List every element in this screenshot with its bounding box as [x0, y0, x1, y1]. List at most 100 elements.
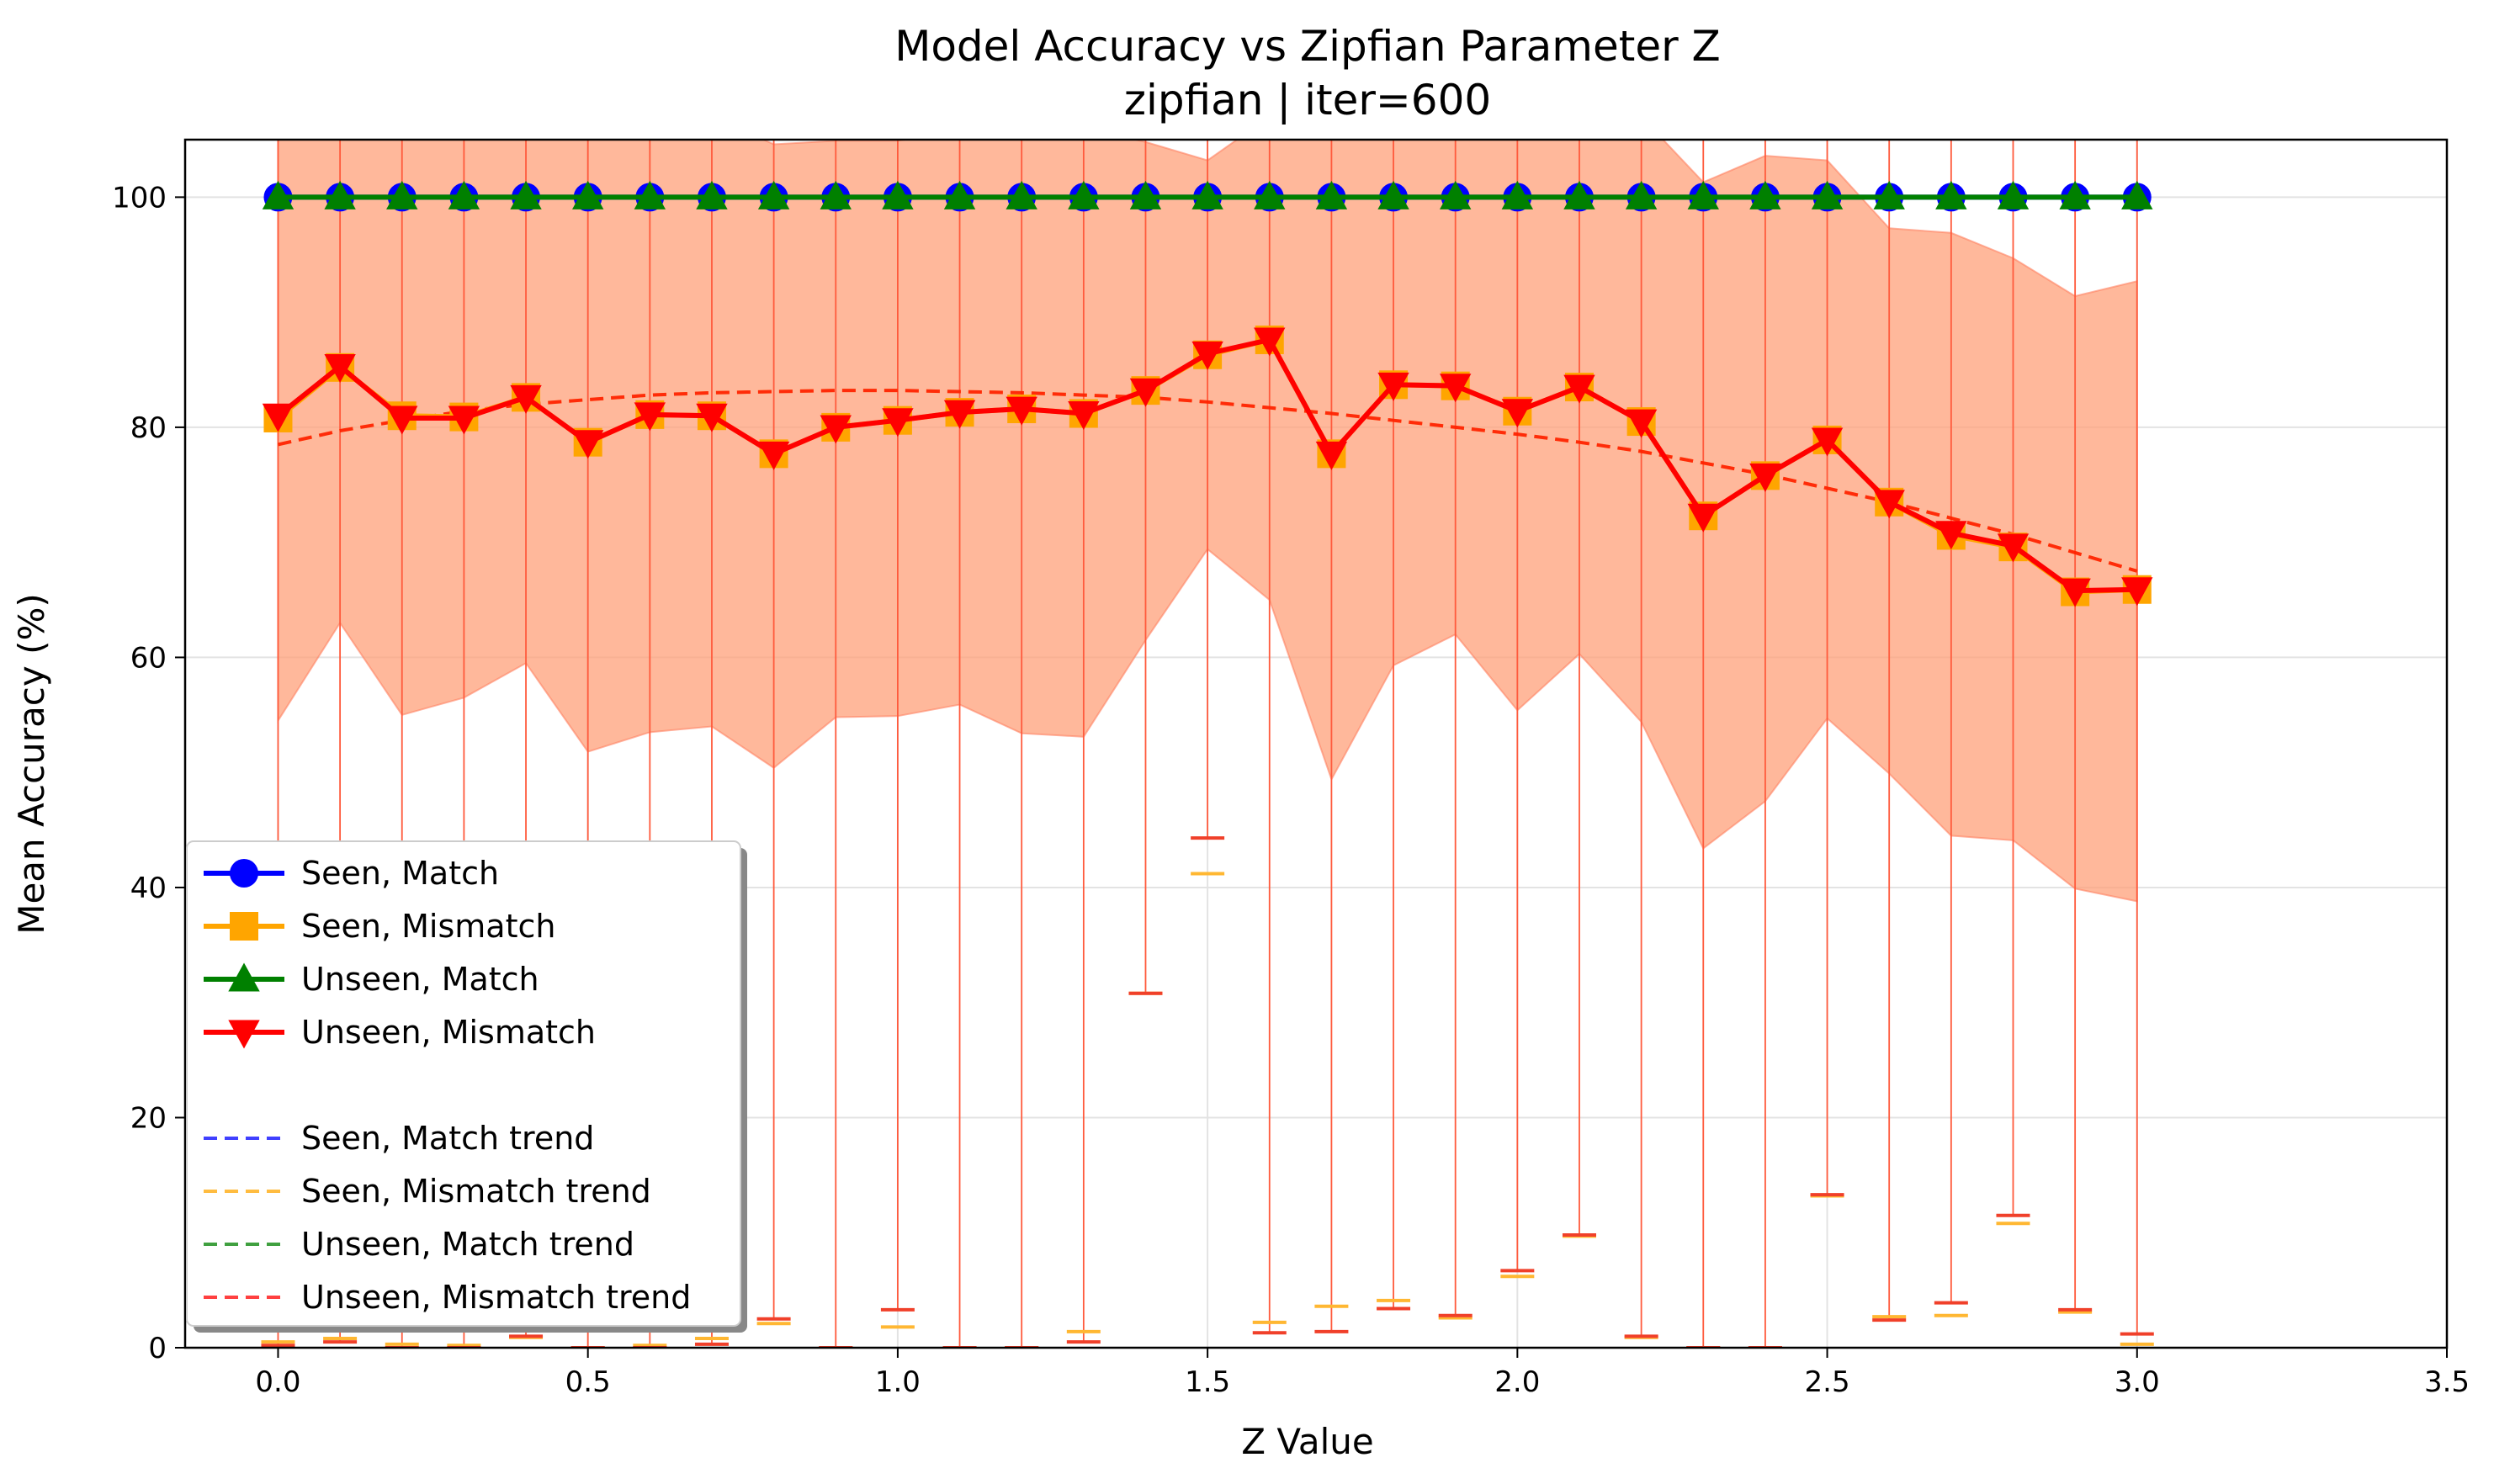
unseen-match-point [1625, 180, 1658, 209]
unseen-match-point [943, 180, 976, 209]
x-tick-label: 2.5 [1805, 1365, 1850, 1399]
x-tick-label: 1.5 [1185, 1365, 1230, 1399]
unseen-mismatch-point [324, 353, 356, 383]
unseen-mismatch-point [262, 403, 295, 432]
y-tick-label: 80 [130, 411, 167, 445]
seen-mismatch-legend-label: Seen, Mismatch [301, 908, 555, 945]
seen-mismatch-trend-legend-label: Seen, Mismatch trend [301, 1173, 651, 1210]
unseen-mismatch-point [1439, 374, 1472, 403]
unseen-match-point [1254, 180, 1286, 209]
y-tick-label: 100 [112, 181, 167, 215]
seen-match-trend-legend-label: Seen, Match trend [301, 1120, 594, 1157]
unseen-match-point [1068, 180, 1100, 209]
unseen-mismatch-point [448, 405, 480, 435]
unseen-mismatch-point [1997, 533, 2030, 563]
unseen-match-point [1191, 180, 1223, 209]
unseen-mismatch-trend-legend-label: Unseen, Mismatch trend [301, 1279, 691, 1316]
y-tick-label: 40 [130, 872, 167, 905]
seen-match-legend-marker [230, 859, 258, 888]
unseen-mismatch-point [943, 400, 976, 429]
unseen-match-point [882, 180, 914, 209]
unseen-match-point [1129, 180, 1162, 209]
unseen-match-point [1935, 180, 1967, 209]
unseen-mismatch-point [1873, 490, 1905, 519]
unseen-mismatch-point [1687, 503, 1719, 533]
unseen-mismatch-point [757, 441, 790, 470]
x-axis-label: Z Value [1241, 1421, 1373, 1462]
unseen-match-point [1006, 180, 1037, 209]
unseen-mismatch-point [882, 408, 914, 437]
y-tick-label: 0 [148, 1332, 167, 1365]
unseen-mismatch-point [1811, 427, 1844, 457]
unseen-match-point [1811, 180, 1844, 209]
unseen-mismatch-point [1191, 341, 1223, 370]
unseen-mismatch-point [1377, 372, 1409, 401]
legend-entries: Seen, Match Seen, Mismatch Unseen, Match Un… [204, 855, 691, 1316]
unseen-match-point [1377, 180, 1409, 209]
unseen-match-point [696, 180, 728, 209]
unseen-match-legend-label: Unseen, Match [301, 961, 539, 998]
unseen-match-point [1997, 180, 2030, 209]
unseen-mismatch-point [1935, 521, 1967, 550]
unseen-mismatch-trend-line [278, 389, 2138, 573]
unseen-match-point [262, 180, 295, 209]
seen-mismatch-legend-marker [230, 912, 258, 941]
unseen-mismatch-point [696, 403, 728, 432]
unseen-match-point [1315, 180, 1348, 209]
x-tick-label: 3.5 [2424, 1365, 2470, 1399]
unseen-match-point [2121, 180, 2153, 209]
unseen-match-point [510, 180, 542, 209]
unseen-mismatch-point [1501, 399, 1534, 428]
unseen-match-point [820, 180, 852, 209]
unseen-mismatch-legend-label: Unseen, Mismatch [301, 1014, 596, 1051]
unseen-mismatch-point [571, 430, 604, 459]
unseen-mismatch-point [386, 405, 418, 435]
unseen-match-point [1563, 180, 1595, 209]
unseen-mismatch-point [1315, 441, 1348, 470]
plot-area [261, 140, 2154, 1348]
unseen-match-point [1439, 180, 1472, 209]
unseen-mismatch-point [634, 402, 666, 432]
unseen-match-point [757, 180, 790, 209]
legend-box [186, 840, 741, 1327]
unseen-mismatch-point [2059, 578, 2091, 607]
x-tick-label: 2.0 [1494, 1365, 1540, 1399]
plot-frame [183, 138, 2449, 1349]
unseen-match-point [634, 180, 666, 209]
unseen-mismatch-point [1254, 327, 1286, 357]
series-markers [262, 180, 2153, 607]
unseen-match-point [571, 180, 604, 209]
unseen-match-point [1873, 180, 1905, 209]
chart-subtitle: zipfian | iter=600 [1124, 76, 1491, 125]
unseen-mismatch-point [1749, 463, 1781, 492]
unseen-match-point [1501, 180, 1534, 209]
unseen-match-point [1749, 180, 1781, 209]
unseen-mismatch-point [1129, 378, 1162, 407]
unseen-mismatch-point [1006, 396, 1037, 426]
legend: Seen, Match Seen, Mismatch Unseen, Match Un… [186, 840, 747, 1333]
axis-ticks: 0.0 0.5 1.0 1.5 2.0 2.5 3.0 3.5 0 20 40 60 80 100 [112, 181, 2470, 1399]
seen-match-legend-label: Seen, Match [301, 855, 499, 892]
unseen-mismatch-legend-marker [228, 1020, 260, 1049]
y-axis-label: Mean Accuracy (%) [11, 593, 52, 935]
x-tick-label: 0.5 [565, 1365, 611, 1399]
unseen-mismatch-point [1625, 409, 1658, 438]
chart-title: Model Accuracy vs Zipfian Parameter Z [894, 22, 1721, 71]
unseen-match-trend-legend-label: Unseen, Match trend [301, 1226, 634, 1263]
unseen-match-point [2059, 180, 2091, 209]
y-tick-label: 20 [130, 1101, 167, 1135]
x-tick-label: 3.0 [2115, 1365, 2160, 1399]
unseen-mismatch-point [1563, 374, 1595, 404]
unseen-match-point [324, 180, 356, 209]
unseen-match-point [1687, 180, 1719, 209]
x-tick-label: 0.0 [255, 1365, 300, 1399]
unseen-mismatch-point [1068, 401, 1100, 431]
unseen-match-legend-marker [228, 962, 260, 992]
unseen-mismatch-point [2121, 577, 2153, 607]
unseen-match-point [386, 180, 418, 209]
x-tick-label: 1.0 [875, 1365, 921, 1399]
y-tick-label: 60 [130, 641, 167, 675]
unseen-mismatch-point [820, 415, 852, 444]
unseen-match-point [448, 180, 480, 209]
